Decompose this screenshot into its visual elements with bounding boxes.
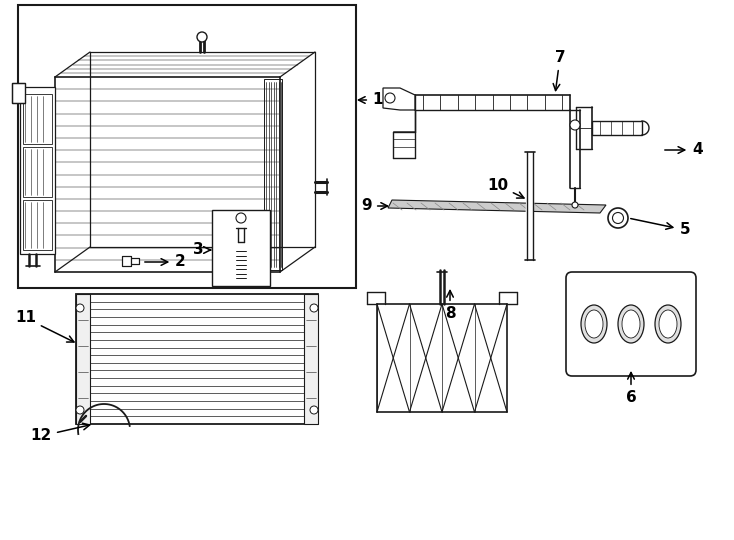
- Text: 8: 8: [445, 291, 455, 321]
- Polygon shape: [12, 83, 25, 103]
- Bar: [264, 79, 282, 270]
- Ellipse shape: [655, 305, 681, 343]
- Ellipse shape: [581, 305, 607, 343]
- Circle shape: [76, 304, 84, 312]
- Bar: [18, 5, 356, 288]
- Circle shape: [572, 202, 578, 208]
- Circle shape: [385, 93, 395, 103]
- Polygon shape: [280, 52, 315, 272]
- Bar: [212, 210, 270, 286]
- Bar: [23, 200, 52, 250]
- Circle shape: [608, 208, 628, 228]
- Text: 6: 6: [625, 373, 636, 405]
- Circle shape: [76, 406, 84, 414]
- Polygon shape: [55, 52, 315, 77]
- Bar: [304, 294, 318, 424]
- Text: 5: 5: [631, 219, 691, 238]
- Polygon shape: [122, 256, 131, 266]
- Circle shape: [197, 32, 207, 42]
- FancyBboxPatch shape: [566, 272, 696, 376]
- Ellipse shape: [585, 310, 603, 338]
- Circle shape: [570, 120, 580, 130]
- Circle shape: [612, 213, 623, 224]
- Circle shape: [310, 304, 318, 312]
- Polygon shape: [131, 258, 139, 264]
- Text: 3: 3: [193, 242, 211, 258]
- Bar: [365, 290, 519, 422]
- Polygon shape: [592, 121, 642, 135]
- Text: 9: 9: [361, 199, 388, 213]
- Ellipse shape: [618, 305, 644, 343]
- Bar: [23, 94, 52, 144]
- Bar: [76, 294, 318, 424]
- Bar: [23, 147, 52, 197]
- Circle shape: [310, 406, 318, 414]
- Text: 1: 1: [358, 92, 382, 107]
- Polygon shape: [388, 200, 606, 213]
- Text: 11: 11: [15, 310, 74, 342]
- Text: 7: 7: [553, 50, 565, 91]
- Text: 12: 12: [31, 423, 90, 443]
- Circle shape: [236, 213, 246, 223]
- Polygon shape: [55, 77, 280, 272]
- Polygon shape: [383, 88, 415, 110]
- Text: 4: 4: [665, 143, 702, 158]
- Ellipse shape: [659, 310, 677, 338]
- Ellipse shape: [622, 310, 640, 338]
- Text: 2: 2: [145, 254, 186, 269]
- Bar: [20, 87, 55, 254]
- Bar: [76, 294, 90, 424]
- Text: 10: 10: [487, 178, 524, 198]
